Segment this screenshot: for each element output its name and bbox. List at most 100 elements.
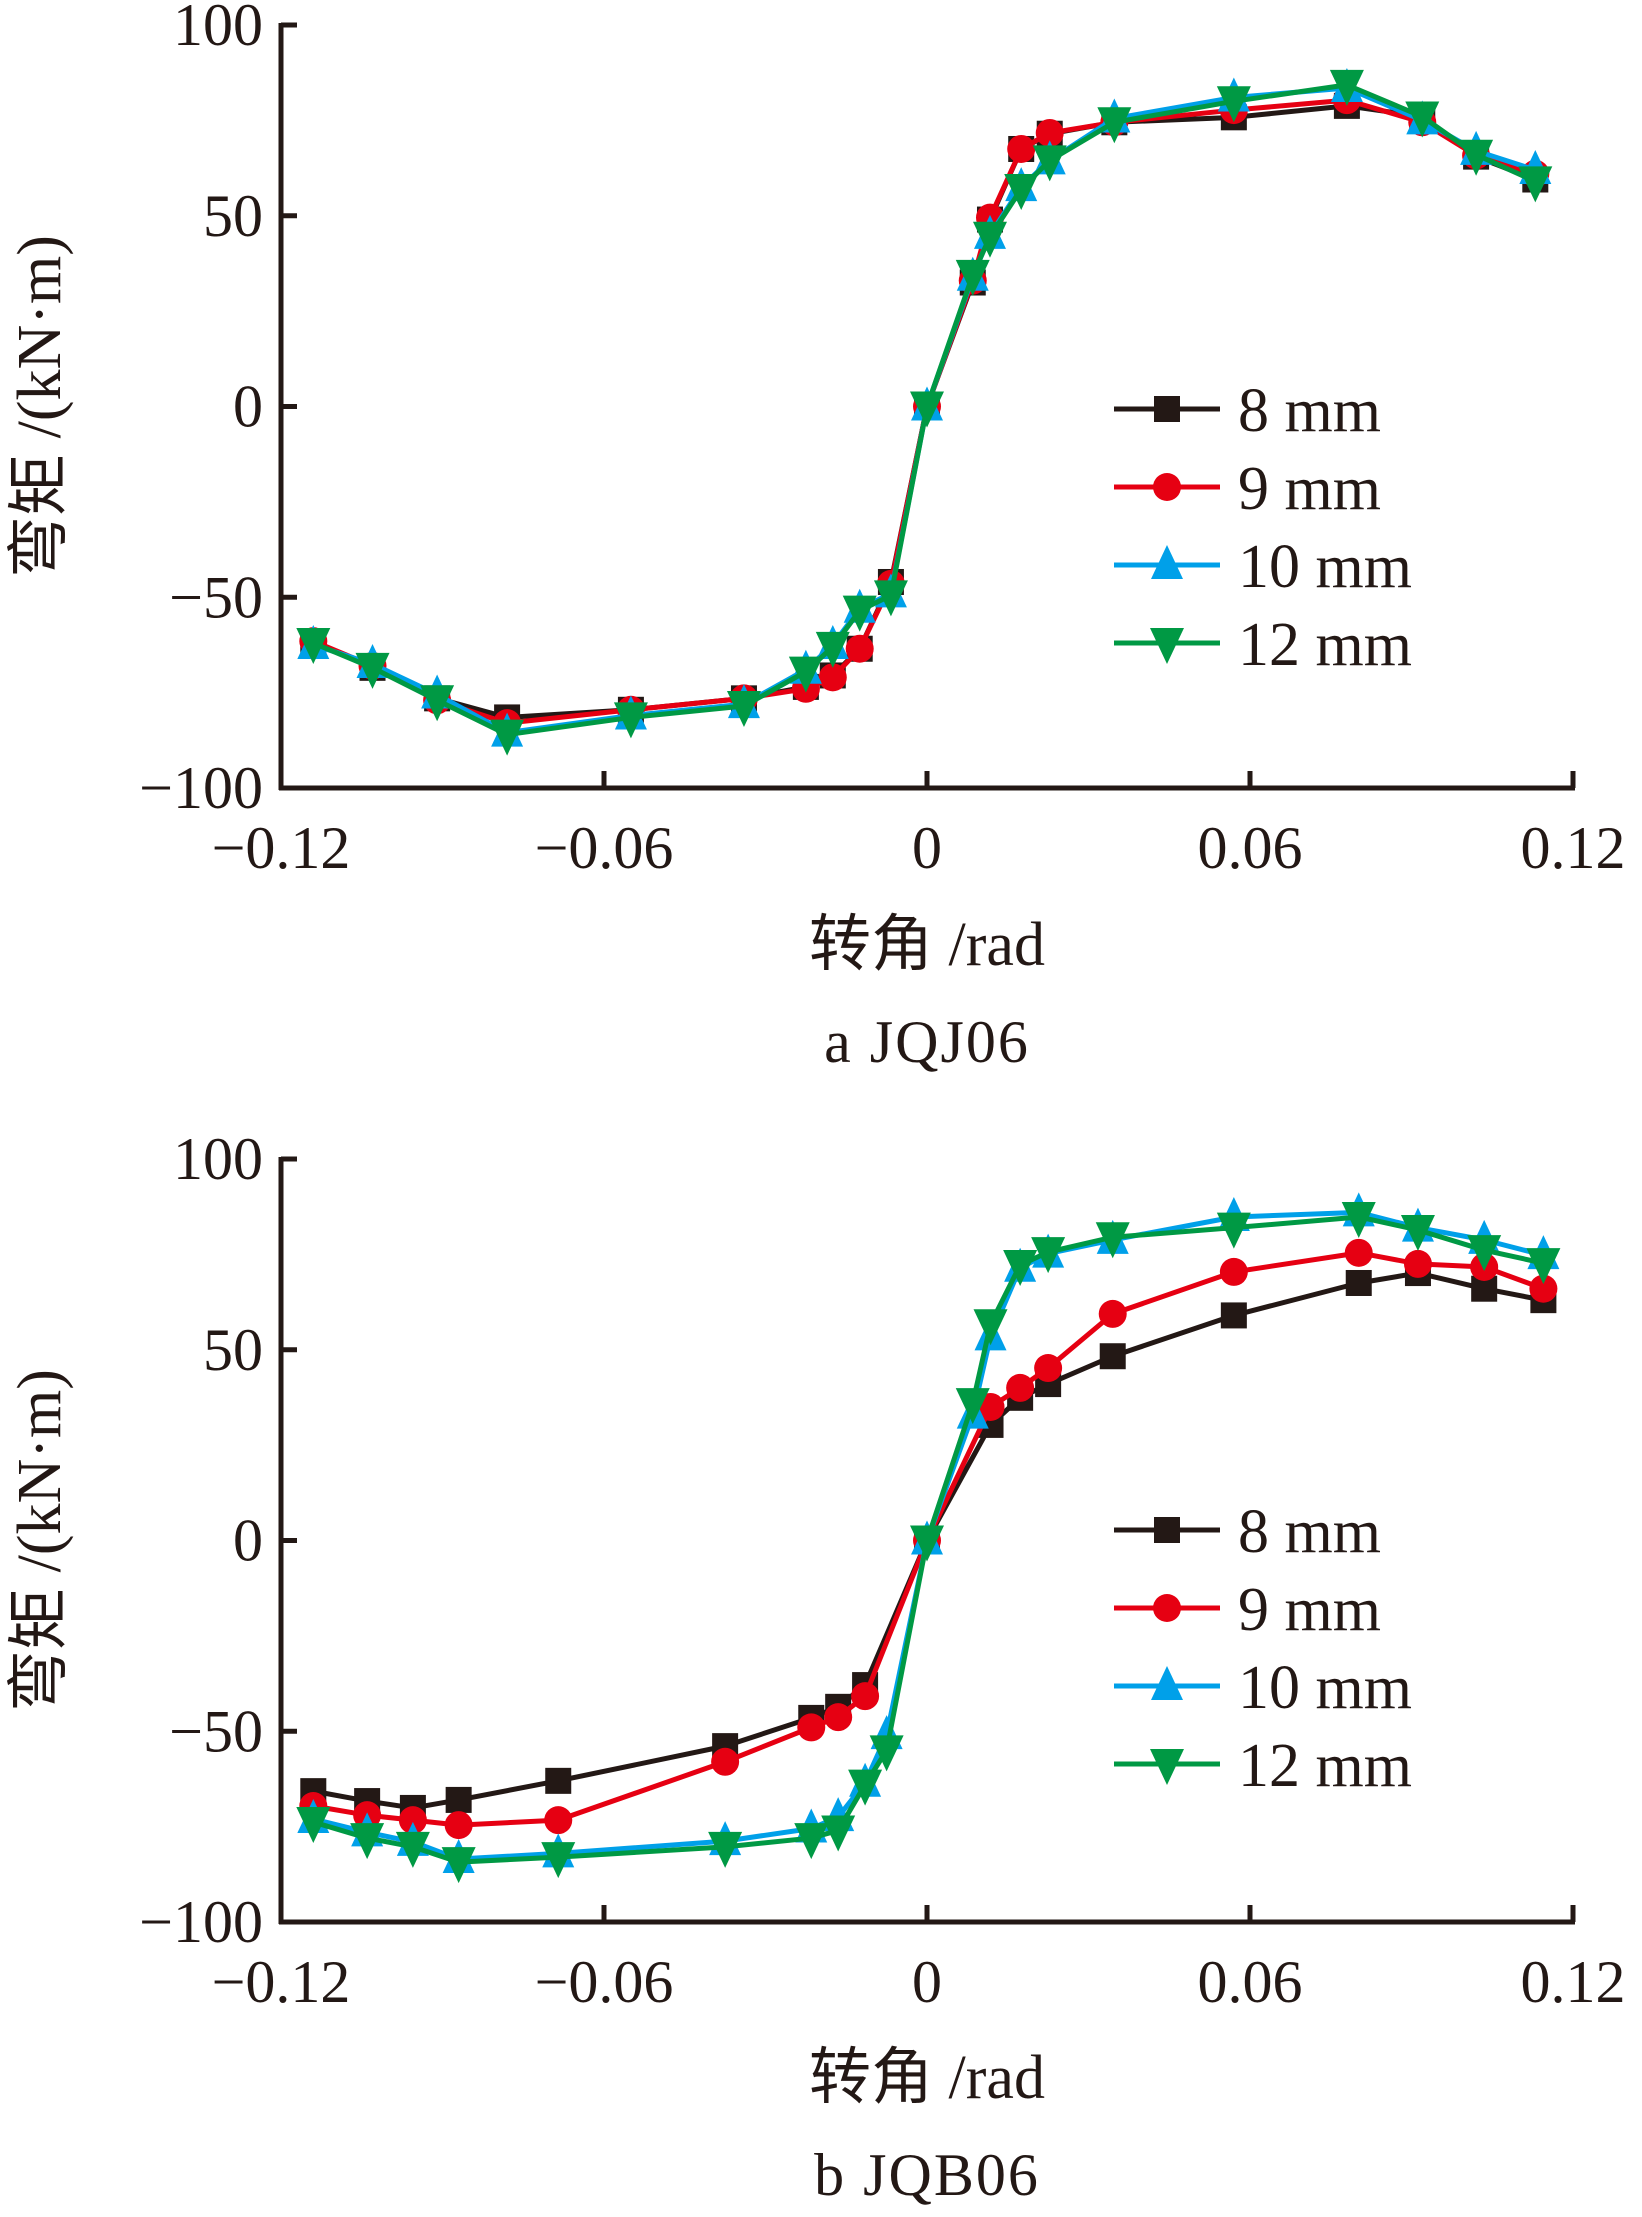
data-point	[845, 634, 874, 663]
data-point	[910, 391, 944, 428]
legend-marker	[1150, 628, 1184, 664]
data-point	[1529, 1274, 1558, 1303]
data-point	[541, 1842, 576, 1879]
legend-label: 10 mm	[1238, 1654, 1412, 1722]
legend-marker	[1153, 473, 1181, 501]
data-point	[544, 1806, 573, 1835]
data-point	[398, 1806, 427, 1835]
data-point	[973, 1309, 1008, 1346]
legend-label: 9 mm	[1238, 1576, 1381, 1644]
data-point	[972, 221, 1007, 258]
data-point	[821, 1815, 856, 1852]
data-point	[1459, 139, 1494, 176]
y-tick-label: 50	[203, 1317, 263, 1383]
data-point	[851, 1682, 880, 1711]
data-point	[1003, 1250, 1038, 1287]
data-point	[420, 685, 455, 722]
legend-item: 10 mm	[1114, 533, 1412, 601]
x-tick-label: 0.06	[1198, 1949, 1303, 2015]
y-axis-label: 弯矩 /(kN·m)	[6, 235, 74, 578]
data-point	[1219, 1257, 1248, 1286]
data-point	[1099, 1343, 1126, 1370]
panel-caption: b JQB06	[814, 2142, 1040, 2208]
legend-marker	[1150, 1749, 1184, 1785]
plot-area: 100 50 0 −50 −100−0.12 −0.06 0 0.06 0.12	[139, 0, 1625, 881]
data-point	[1345, 1269, 1372, 1296]
legend-label: 10 mm	[1238, 533, 1412, 601]
data-point	[873, 580, 908, 617]
legend-marker	[1154, 396, 1180, 422]
data-point	[1400, 1214, 1435, 1251]
data-point	[910, 1525, 944, 1562]
data-point	[1526, 1248, 1561, 1285]
legend-item: 12 mm	[1114, 1732, 1412, 1800]
x-tick-label: −0.06	[535, 1949, 674, 2015]
legend-marker	[1154, 1517, 1180, 1543]
data-point	[490, 719, 525, 756]
data-point	[1518, 166, 1553, 203]
legend: 8 mm 9 mm 10 mm 12 mm	[1114, 377, 1412, 679]
x-axis-label: 转角 /rad	[809, 2044, 1045, 2112]
x-tick-label: −0.12	[212, 1949, 351, 2015]
y-tick-label: 50	[203, 183, 263, 249]
data-point	[1095, 1222, 1130, 1259]
x-tick-label: 0.06	[1198, 815, 1303, 881]
y-tick-label: −50	[169, 1698, 263, 1764]
data-point	[444, 1811, 473, 1840]
y-tick-label: 100	[173, 1126, 263, 1192]
data-point	[1098, 1299, 1127, 1328]
x-tick-label: 0.12	[1521, 815, 1626, 881]
data-point	[445, 1786, 472, 1813]
data-point	[1405, 101, 1440, 138]
y-tick-label: −100	[139, 1889, 263, 1955]
data-point	[824, 1703, 853, 1732]
y-tick-label: 0	[233, 1508, 263, 1574]
legend-item: 9 mm	[1114, 455, 1381, 523]
data-point	[1344, 1238, 1373, 1267]
panel-a: 100 50 0 −50 −100−0.12 −0.06 0 0.06 0.12 8 mm 9 m…	[6, 0, 1626, 1075]
data-point	[395, 1831, 430, 1868]
x-axis-label: 转角 /rad	[809, 911, 1045, 979]
legend-item: 8 mm	[1114, 1498, 1381, 1566]
legend-item: 8 mm	[1114, 377, 1381, 445]
data-point	[1403, 1249, 1432, 1278]
data-point	[1216, 86, 1251, 123]
y-tick-label: 100	[173, 0, 263, 58]
data-point	[794, 1823, 829, 1860]
data-point	[1031, 1237, 1066, 1274]
x-tick-label: −0.06	[535, 815, 674, 881]
x-tick-label: 0.12	[1521, 1949, 1626, 2015]
legend-item: 12 mm	[1114, 611, 1412, 679]
data-point	[545, 1767, 572, 1794]
data-point	[788, 656, 823, 693]
data-point	[708, 1831, 743, 1868]
data-point	[842, 595, 877, 632]
panel-caption: a JQJ06	[824, 1009, 1030, 1075]
data-point	[1467, 1235, 1502, 1272]
x-tick-label: −0.12	[212, 815, 351, 881]
data-point	[711, 1747, 740, 1776]
data-point	[869, 1735, 904, 1772]
y-axis-label: 弯矩 /(kN·m)	[6, 1369, 74, 1712]
plot-area: 100 50 0 −50 −100−0.12 −0.06 0 0.06 0.12	[139, 1126, 1625, 2015]
y-tick-label: −50	[169, 564, 263, 630]
legend-marker	[1151, 545, 1183, 579]
legend-label: 12 mm	[1238, 1732, 1412, 1800]
data-point	[726, 690, 761, 727]
x-tick-label: 0	[912, 1949, 942, 2015]
data-point	[1032, 145, 1067, 182]
data-point	[1097, 107, 1132, 144]
legend-label: 8 mm	[1238, 377, 1381, 445]
data-point	[955, 259, 990, 296]
data-point	[1004, 174, 1039, 211]
data-point	[955, 1388, 990, 1425]
data-point	[1329, 69, 1364, 106]
data-point	[1034, 1354, 1063, 1383]
legend-item: 9 mm	[1114, 1576, 1381, 1644]
data-point	[1006, 1373, 1035, 1402]
data-point	[1341, 1201, 1376, 1238]
data-point	[1007, 134, 1036, 163]
data-point	[848, 1769, 883, 1806]
data-point	[1216, 1212, 1251, 1249]
